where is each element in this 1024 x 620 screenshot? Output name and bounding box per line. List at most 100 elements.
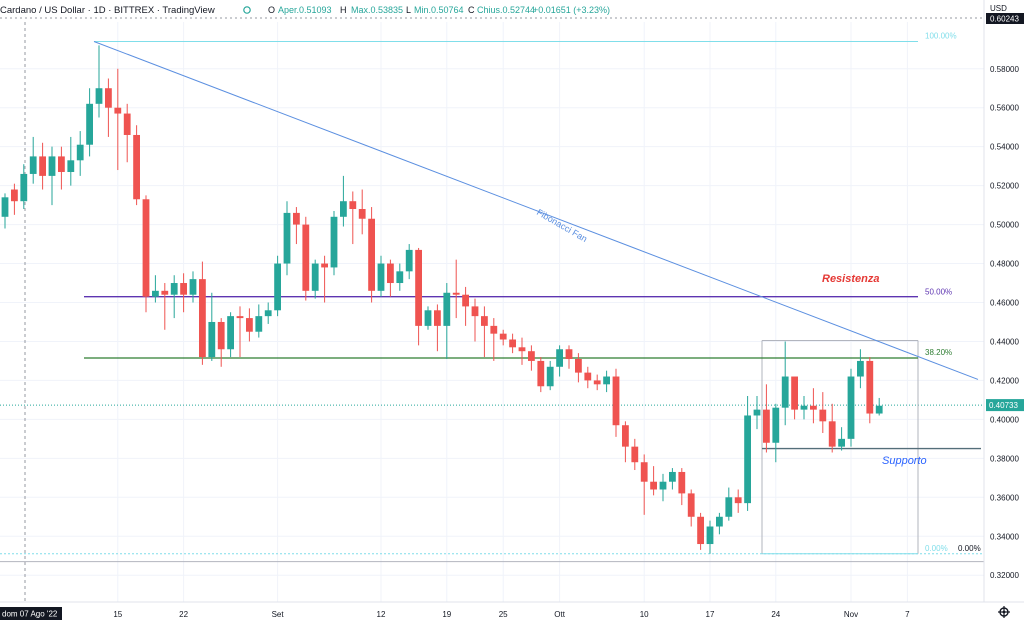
candle-body [424,310,432,326]
candle-body [217,321,225,350]
candle-body [246,318,253,332]
candle-body [208,321,216,358]
candle-body [105,88,112,108]
candle-body [358,209,366,219]
candle-body [669,471,676,482]
fib-level-label: 100.00% [925,31,957,40]
grid [0,17,984,602]
symbol-title[interactable]: Cardano / US Dollar · 1D · BITTREX · Tra… [0,5,215,16]
candle-body [227,316,234,350]
candle-body [584,372,592,381]
candle-body [236,316,244,319]
time-tick-label: 10 [640,610,649,619]
fibonacci-fan-line [93,41,979,380]
last-price-badge: 0.40733 [986,399,1024,412]
candle-body [640,462,648,482]
candle-body [311,263,319,291]
candle-body [481,316,488,326]
ohlc-open-value: Aper.0.51093 [278,5,332,15]
last-price-text: 0.40733 [989,401,1018,410]
candle-body [781,376,789,408]
candle-body [321,263,328,268]
currency-label[interactable]: USD [990,4,1007,13]
candle-body [744,415,751,504]
candle-body [264,310,272,317]
candle-body [575,358,582,373]
candle-body [330,216,338,268]
candle-body [857,360,864,377]
candle-body [687,493,695,517]
price-tick-label: 0.52000 [990,182,1019,191]
time-tick-label: 25 [499,610,508,619]
candle-body [86,103,93,145]
candle-body [734,497,742,504]
ohlc-low-label: L [406,5,411,15]
candle-body [518,347,526,352]
date-badge-text: dom 07 Ago '22 [2,610,58,619]
candle-body [603,376,610,385]
price-tick-label: 0.36000 [990,493,1019,502]
candle-body [199,279,206,358]
price-tick-label: 0.32000 [990,571,1019,580]
fib-level-label: 0.00% [925,544,948,553]
candle-body [377,263,385,291]
candle-body [48,156,56,176]
ohlc-high-value: Max.0.53835 [351,5,403,15]
price-tick-label: 0.40000 [990,415,1019,424]
time-tick-label: 19 [442,610,451,619]
support-label: Supporto [882,455,927,467]
candle-body [631,446,639,463]
settings-gear-icon[interactable] [998,606,1010,618]
candle-body [161,290,169,295]
candle-body [471,306,479,317]
candle-body [753,409,761,416]
candle-body [546,366,554,387]
fib-level-label: 50.00% [925,287,952,296]
candle-body [716,516,723,527]
price-tick-label: 0.34000 [990,532,1019,541]
time-axis[interactable]: 15 22 Set 12 19 25 Ott 10 17 24 Nov 7 [113,610,910,619]
ohlc-high-label: H [340,5,347,15]
candle-body [142,199,150,297]
ohlc-close-value: Chius.0.52744 [477,5,535,15]
candle-body [434,310,441,326]
resistance-label: Resistenza [822,273,879,285]
candle-body [293,212,300,225]
fibonacci-levels: 100.00% 50.00% 38.20% 0.00% 0.00% [0,31,984,563]
candle-body [349,201,357,209]
candle-body [302,224,310,291]
price-tick-label: 0.48000 [990,260,1019,269]
price-tick-label: 0.54000 [990,143,1019,152]
time-tick-label: Set [272,610,285,619]
candle-body [189,279,197,295]
candle-body [697,516,704,545]
price-tick-label: 0.42000 [990,376,1019,385]
candle-body [828,421,836,447]
candle-body [283,212,291,264]
candle-body [612,376,620,426]
candle-body [499,333,507,340]
bottom-zero-label: 0.00% [958,544,981,553]
candle-body [800,405,808,410]
candle-body [11,189,18,202]
candle-body [847,376,855,439]
candle-body [114,107,122,114]
candle-body [76,144,84,161]
time-tick-label: 7 [905,610,910,619]
candle-body [39,156,46,176]
price-tick-label: 0.38000 [990,454,1019,463]
settings-dots-icon[interactable] [243,6,251,14]
candle-body [255,316,263,332]
candle-body [462,294,469,307]
candle-body [706,526,714,545]
candle-body [763,409,770,443]
price-axis[interactable]: 0.58000 0.56000 0.54000 0.52000 0.50000 0.480… [990,65,1019,580]
candle-body [405,249,413,272]
candles [1,45,883,554]
candle-body [396,271,404,284]
candle-body [622,425,629,447]
candle-body [368,218,375,291]
fib-level-label: 38.20% [925,348,952,357]
